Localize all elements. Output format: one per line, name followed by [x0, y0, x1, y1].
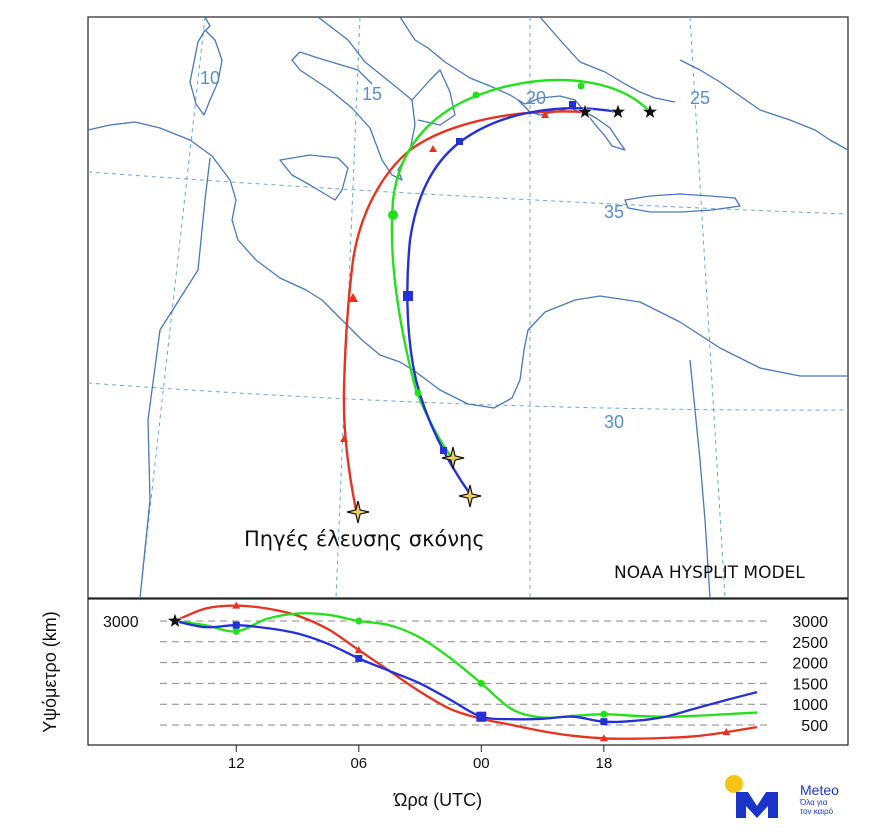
height-marker-red-3: [599, 734, 608, 742]
logo-tagline-1: Όλα για: [800, 798, 828, 807]
green-marker-3: [388, 210, 398, 220]
lon-label-15: 15: [362, 84, 382, 104]
lon-label-10: 10: [200, 68, 220, 88]
trajectory-red: [342, 110, 587, 512]
meridian-10: [139, 17, 206, 598]
trajectory-map: 10 15 20 25 35 30: [87, 16, 849, 599]
arrival-star-green: [641, 103, 659, 120]
source-star-red: [346, 500, 370, 524]
height-tick-label-1000: 1000: [792, 697, 828, 714]
height-tick-label-2500: 2500: [792, 635, 828, 652]
height-marker-blue-2: [476, 711, 487, 722]
source-caption: Πηγές έλευσης σκόνης: [244, 527, 485, 551]
logo-brand-name: Meteo: [800, 782, 839, 798]
egypt-border: [689, 359, 711, 598]
grid-labels: 10 15 20 25 35 30: [200, 68, 710, 432]
aegean-north-coast: [539, 17, 676, 103]
height-marker-blue-0: [232, 621, 240, 629]
time-tick-label-12: 12: [228, 755, 245, 772]
red-marker-1: [541, 111, 549, 118]
height-gridlines: [160, 620, 768, 726]
time-ticks: 12 06 00 18: [228, 745, 612, 772]
parallel-30: [88, 382, 848, 411]
y-axis-title: Υψόμετρο (km): [40, 611, 60, 733]
height-marker-red-4: [722, 728, 731, 736]
green-marker-4: [414, 389, 422, 397]
sicily-coast: [279, 154, 349, 201]
blue-marker-3: [403, 291, 413, 301]
time-tick-label-18: 18: [595, 755, 612, 772]
green-marker-1: [577, 82, 585, 90]
north-africa-coast: [88, 121, 848, 409]
source-star-blue: [458, 484, 482, 508]
height-series-markers: [232, 601, 731, 742]
meteo-logo: [725, 775, 778, 818]
height-line-blue: [174, 619, 758, 724]
turkey-coast: [679, 59, 848, 151]
corsica-coast: [204, 17, 211, 31]
blue-marker-2: [456, 138, 463, 145]
height-marker-blue-1: [355, 654, 363, 662]
height-profile: 3000 2500 2000 1500 1000 500 12 06 00 18 3000: [87, 598, 849, 772]
meridian-25: [689, 17, 726, 598]
start-height-label: 3000: [103, 614, 139, 631]
height-tick-label-2000: 2000: [792, 656, 828, 673]
height-line-red: [174, 604, 758, 740]
height-marker-green-1: [355, 617, 363, 625]
arrival-star-red: [576, 103, 594, 120]
sardinia-coast: [189, 29, 223, 116]
red-marker-3: [348, 293, 358, 302]
crete-coast: [624, 193, 741, 213]
height-marker-red-1: [354, 646, 363, 654]
arrival-points: [576, 103, 659, 120]
height-marker-green-3: [600, 710, 608, 718]
balkan-coast: [399, 17, 491, 87]
lat-label-35: 35: [604, 202, 624, 222]
italy-heel-coast: [411, 69, 456, 126]
italy-coast: [291, 17, 416, 181]
height-marker-green-0: [232, 627, 240, 635]
profile-start-star: [166, 612, 184, 629]
map-frame: [87, 16, 849, 599]
lon-label-20: 20: [526, 88, 546, 108]
model-label: NOAA HYSPLIT MODEL: [614, 563, 805, 583]
time-tick-label-06: 06: [350, 755, 367, 772]
logo-tagline-2: τον καιρό: [800, 807, 834, 816]
height-tick-label-500: 500: [801, 718, 828, 735]
coastlines: [88, 17, 848, 598]
algeria-border: [139, 157, 211, 598]
height-tick-label-1500: 1500: [792, 676, 828, 693]
x-axis-title: Ώρα (UTC): [393, 790, 482, 810]
lat-label-30: 30: [604, 412, 624, 432]
blue-marker-1: [569, 101, 576, 108]
time-tick-label-00: 00: [473, 755, 490, 772]
source-points: [346, 446, 482, 524]
source-star-green: [441, 446, 465, 470]
logo-m-icon: [736, 792, 778, 818]
height-marker-red-0: [232, 601, 241, 609]
height-tick-labels: 3000 2500 2000 1500 1000 500: [792, 614, 828, 735]
trajectory-markers: [340, 82, 585, 454]
red-marker-4: [340, 435, 348, 442]
height-tick-label-3000: 3000: [792, 614, 828, 631]
height-marker-green-2: [477, 679, 485, 687]
trajectory-blue: [406, 107, 620, 496]
blue-marker-4: [440, 447, 447, 454]
lon-label-25: 25: [690, 88, 710, 108]
logo-text: Meteo Όλα για τον καιρό: [800, 782, 839, 816]
green-marker-2: [472, 91, 480, 99]
logo-sun-icon: [725, 775, 743, 793]
height-marker-blue-3: [600, 718, 608, 726]
red-marker-2: [429, 145, 437, 152]
arrival-star-blue: [609, 103, 627, 120]
height-series: [174, 604, 758, 740]
